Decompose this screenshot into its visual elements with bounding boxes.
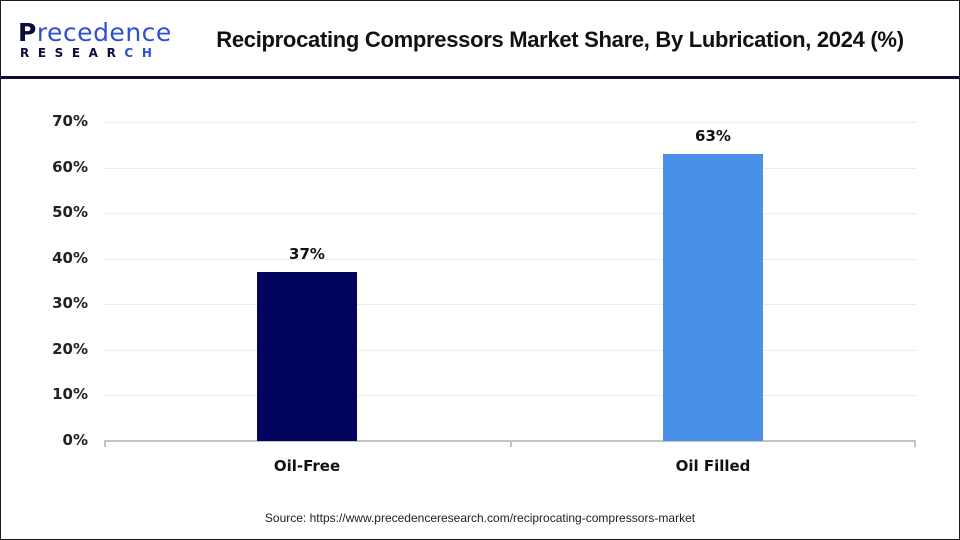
bar-oil-filled [663, 154, 763, 441]
bar-data-label: 63% [695, 127, 731, 145]
x-axis-tick [510, 441, 512, 447]
gridline [104, 213, 916, 214]
x-axis-category-label: Oil-Free [273, 457, 341, 475]
y-axis-tick-label: 0% [62, 431, 88, 449]
x-axis-tick [914, 441, 916, 447]
x-axis-tick [104, 441, 106, 447]
source-note: Source: https://www.precedenceresearch.c… [264, 511, 696, 525]
y-axis-tick-label: 60% [52, 158, 88, 176]
gridline [104, 259, 916, 260]
x-axis-category-label: Oil Filled [675, 457, 751, 475]
gridline [104, 350, 916, 351]
logo-p-icon: P [18, 18, 37, 47]
gridline [104, 122, 916, 123]
y-axis-tick-label: 40% [52, 249, 88, 267]
gridline [104, 168, 916, 169]
bar-oil-free [257, 272, 357, 441]
y-axis-tick-label: 20% [52, 340, 88, 358]
precedence-research-logo: Precedence RESEARCH [18, 20, 171, 62]
y-axis-tick-label: 70% [52, 112, 88, 130]
logo-wordmark: Precedence [18, 18, 172, 47]
logo-subtitle: RESEARCH [20, 46, 161, 60]
y-axis-tick-label: 50% [52, 203, 88, 221]
y-axis-tick-label: 30% [52, 294, 88, 312]
bar-data-label: 37% [289, 245, 325, 263]
chart-title: Reciprocating Compressors Market Share, … [216, 27, 904, 52]
gridline [104, 395, 916, 396]
header-divider [0, 76, 960, 79]
y-axis-tick-label: 10% [52, 385, 88, 403]
gridline [104, 304, 916, 305]
header: Precedence RESEARCH Reciprocating Compre… [0, 0, 960, 76]
